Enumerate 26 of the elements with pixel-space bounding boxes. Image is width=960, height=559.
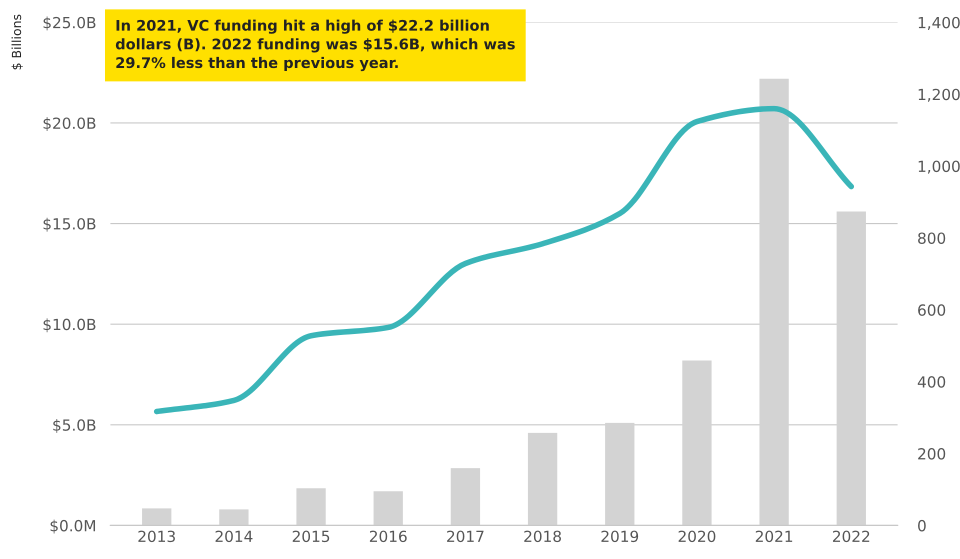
y-tick-label: $20.0B [44, 117, 96, 132]
y-tick-label: $0.0M [50, 520, 96, 534]
y-axis-title: $ Billions [12, 14, 23, 70]
x-tick-label: 2022 [832, 530, 870, 542]
x-tick-label: 2018 [524, 530, 561, 542]
y2-tick-label: 1,200 [918, 88, 960, 102]
x-tick-label: 2016 [370, 530, 407, 542]
y2-tick-label: 0 [918, 520, 926, 532]
y2-tick-label: 200 [918, 448, 946, 460]
x-tick-label: 2013 [138, 530, 175, 542]
y-tick-label: $5.0B [53, 419, 96, 433]
y-tick-label: $15.0B [44, 218, 96, 232]
y2-tick-label: 800 [918, 232, 946, 244]
y2-tick-label: 600 [918, 304, 946, 316]
x-tick-label: 2015 [292, 530, 330, 542]
x-tick-label: 2020 [678, 530, 716, 542]
y2-tick-label: 1,000 [918, 160, 960, 174]
annotation: In 2021, VC funding hit a high of $22.2 billion dollars (B). 2022 funding was $15.6B, which was 29.7% less than the previous year. [116, 20, 515, 72]
x-tick-label: 2014 [216, 530, 252, 542]
y-tick-label: $25.0B [44, 16, 96, 30]
x-tick-label: 2017 [447, 530, 484, 542]
y2-tick-label: 400 [918, 376, 946, 388]
x-tick-label: 2019 [601, 530, 638, 542]
y-tick-label: $10.0B [44, 318, 96, 332]
x-tick-label: 2021 [756, 530, 792, 542]
y2-tick-label: 1,400 [918, 16, 960, 30]
